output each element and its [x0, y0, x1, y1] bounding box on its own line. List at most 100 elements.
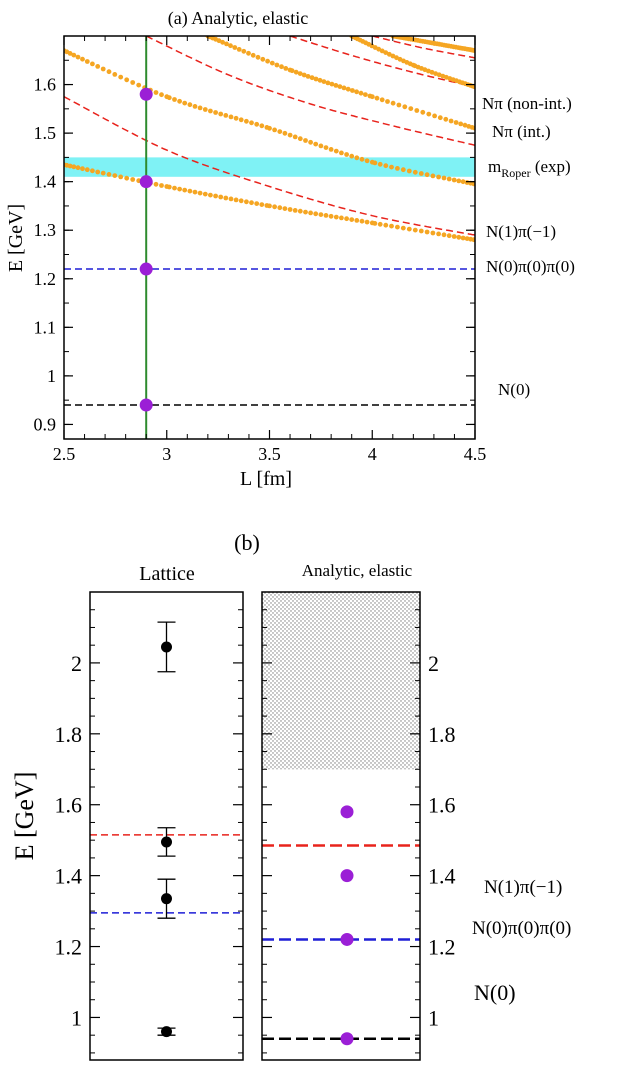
int-curve-1 — [64, 48, 475, 187]
int-curve-dot — [202, 191, 208, 197]
int-curve-dot — [471, 237, 475, 243]
b-right-tick-label: 1.6 — [428, 793, 456, 818]
b-right-tick-label: 1.4 — [428, 864, 456, 889]
int-curve-dot — [208, 108, 213, 114]
int-curve-dot — [429, 69, 435, 75]
int-curve-dot — [213, 110, 219, 115]
int-curve-dot — [223, 195, 229, 201]
int-curve-dot — [197, 105, 203, 111]
int-curve-dot — [436, 231, 441, 237]
level-point-0 — [139, 398, 153, 412]
int-curve-dot — [272, 127, 277, 133]
int-curve-dot — [67, 163, 73, 169]
panel-b-right-title: Analytic, elastic — [302, 561, 413, 580]
int-curve-dot — [437, 115, 443, 121]
int-curve-dot — [232, 45, 238, 50]
int-curve-dot — [328, 213, 334, 219]
label-n0-a: N(0) — [498, 380, 530, 399]
int-curve-dot — [289, 68, 295, 74]
x-tick-label: 2.5 — [53, 444, 76, 464]
int-curve-dot — [313, 211, 319, 217]
int-curve-dot — [383, 222, 389, 228]
int-curve-dot — [372, 160, 378, 166]
int-curve-dot — [350, 88, 355, 93]
int-curve-dot — [279, 64, 284, 70]
int-curve-dot — [254, 121, 260, 127]
int-curve-dot — [112, 173, 118, 179]
int-curve-dot — [124, 175, 130, 181]
int-curve-dot — [292, 134, 298, 140]
int-curve-dot — [402, 104, 408, 110]
label-npi-nonint: Nπ (non-int.) — [482, 94, 572, 113]
nonint-curve-2 — [289, 36, 475, 88]
int-curve-2 — [205, 36, 475, 131]
int-curve-dot — [424, 172, 430, 178]
int-curve-dot — [383, 163, 389, 169]
int-curve-dot — [274, 62, 280, 68]
int-curve-dot — [177, 98, 183, 104]
int-curve-dot — [323, 213, 329, 218]
int-curve-dot — [283, 66, 289, 71]
int-curve-dot — [329, 81, 335, 87]
int-curve-dot — [216, 38, 222, 44]
panel-b-point-0-2 — [161, 836, 172, 848]
int-curve-dot — [153, 181, 159, 187]
int-curve-dot — [95, 169, 101, 175]
int-curve-dot — [238, 198, 244, 204]
int-curve-dot — [202, 107, 208, 112]
int-curve-dot — [432, 113, 437, 119]
int-curve-dot — [71, 52, 77, 58]
int-curve-dot — [255, 54, 261, 60]
int-curve-dot — [233, 115, 239, 121]
int-curve-dot — [166, 184, 172, 190]
label-m-roper-tail: (exp) — [531, 157, 571, 176]
int-curve-dot — [341, 85, 347, 91]
int-curve-dot — [267, 203, 272, 209]
int-curve-dot — [106, 172, 112, 177]
int-curve-dot — [369, 94, 375, 100]
int-curve-4 — [390, 36, 475, 53]
label-n1pi-a: N(1)π(−1) — [486, 222, 556, 241]
int-curve-dot — [67, 51, 73, 56]
int-curve-dot — [390, 53, 396, 59]
label-n0-b: N(0) — [474, 980, 516, 1005]
x-tick-label: 3 — [162, 444, 171, 464]
label-n1pi-b: N(1)π(−1) — [484, 877, 562, 898]
int-curve-dot — [100, 170, 106, 176]
int-curve-dot — [308, 139, 313, 145]
int-curve-dot — [293, 69, 299, 75]
int-curve-dot — [309, 75, 315, 81]
int-curve-dot — [458, 121, 464, 127]
int-curve-dot — [220, 39, 226, 45]
int-curve-dot — [389, 223, 394, 229]
nonint-curve-3 — [372, 36, 475, 59]
int-curve-dot — [418, 171, 424, 176]
int-curve-dot — [395, 224, 400, 230]
label-m-roper: mRoper (exp) — [488, 157, 571, 180]
int-curve-dot — [297, 71, 303, 76]
int-curve-dot — [339, 215, 344, 221]
int-curve-dot — [75, 165, 81, 171]
int-curve-dot — [118, 174, 124, 180]
int-curve-dot — [390, 100, 396, 106]
x-tick-label: 3.5 — [258, 444, 281, 464]
int-curve-dot — [433, 71, 438, 76]
int-curve-dot — [224, 41, 229, 47]
int-curve-dot — [305, 74, 311, 79]
int-curve-dot — [282, 206, 288, 212]
int-curve-dot — [250, 52, 256, 58]
int-curve-dot — [192, 104, 198, 109]
int-curve-dot — [389, 164, 394, 170]
int-curve-dot — [374, 95, 380, 101]
int-curve-dot — [344, 152, 349, 157]
y-tick-label: 1.4 — [34, 172, 57, 192]
int-curve-dot — [460, 235, 466, 241]
int-curve-dot — [441, 232, 447, 238]
int-curve-dot — [321, 79, 327, 84]
y-tick-label: 1.3 — [34, 220, 57, 240]
int-curve-dot — [337, 84, 343, 89]
int-curve-dot — [358, 90, 364, 96]
int-curve-dot — [426, 68, 431, 74]
x-tick-label: 4 — [368, 444, 377, 464]
int-curve-dot — [372, 221, 378, 226]
